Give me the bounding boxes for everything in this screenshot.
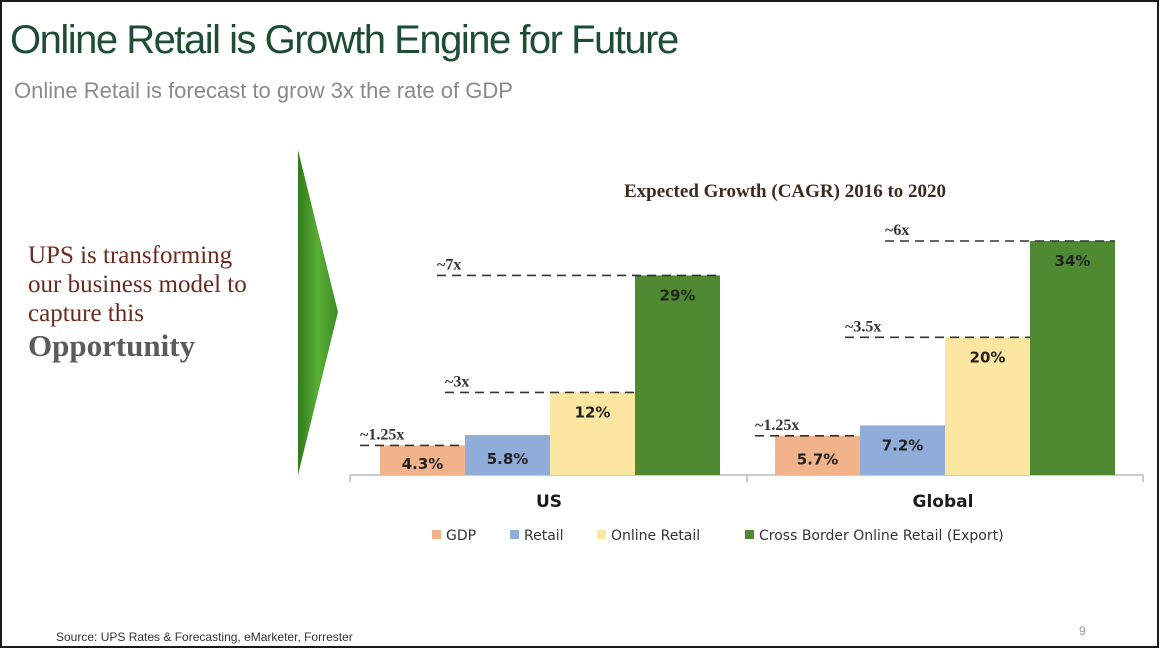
bar-gdp <box>380 445 465 475</box>
legend-swatch <box>597 530 606 539</box>
data-label: 4.3% <box>402 455 444 473</box>
legend-label: Cross Border Online Retail (Export) <box>759 528 1004 544</box>
data-label: 5.7% <box>797 450 839 468</box>
message-emphasis: Opportunity <box>28 328 196 363</box>
bar-cross-border-online-retail-export <box>635 275 720 475</box>
legend-label: Online Retail <box>611 528 700 544</box>
message-block: UPS is transforming our business model t… <box>28 241 298 364</box>
legend-swatch <box>745 530 754 539</box>
source-note: Source: UPS Rates & Forecasting, eMarket… <box>56 630 353 644</box>
bar-retail <box>465 435 550 475</box>
legend-swatch <box>432 530 441 539</box>
data-label: 5.8% <box>487 450 529 468</box>
bar-online-retail <box>550 392 635 475</box>
category-label: US <box>536 492 562 512</box>
legend-swatch <box>510 530 519 539</box>
slide-title: Online Retail is Growth Engine for Futur… <box>10 18 679 62</box>
multiple-label: ~7x <box>437 256 461 273</box>
data-label: 20% <box>970 348 1006 366</box>
multiple-label: ~6x <box>885 222 909 239</box>
bar-gdp <box>775 435 860 475</box>
bar-cross-border-online-retail-export <box>1030 241 1115 475</box>
multiple-label: ~3x <box>445 373 469 390</box>
multiple-label: ~1.25x <box>360 426 404 443</box>
data-label: 29% <box>660 286 696 304</box>
bar-online-retail <box>945 337 1030 475</box>
page-number: 9 <box>1079 624 1086 638</box>
chevron-arrow-icon <box>298 150 338 475</box>
legend-label: GDP <box>446 528 476 544</box>
chart-title: Expected Growth (CAGR) 2016 to 2020 <box>624 181 946 202</box>
message-line: our business model to <box>28 271 247 298</box>
legend-label: Retail <box>524 528 564 544</box>
data-label: 34% <box>1055 252 1091 270</box>
data-label: 12% <box>575 403 611 421</box>
category-label: Global <box>913 492 974 512</box>
message-line: capture this <box>28 300 144 327</box>
bar-retail <box>860 425 945 475</box>
slide-subtitle: Online Retail is forecast to grow 3x the… <box>14 78 513 103</box>
message-line: UPS is transforming <box>28 242 233 269</box>
data-label: 7.2% <box>882 436 924 454</box>
multiple-label: ~3.5x <box>845 318 881 335</box>
multiple-label: ~1.25x <box>755 417 799 434</box>
